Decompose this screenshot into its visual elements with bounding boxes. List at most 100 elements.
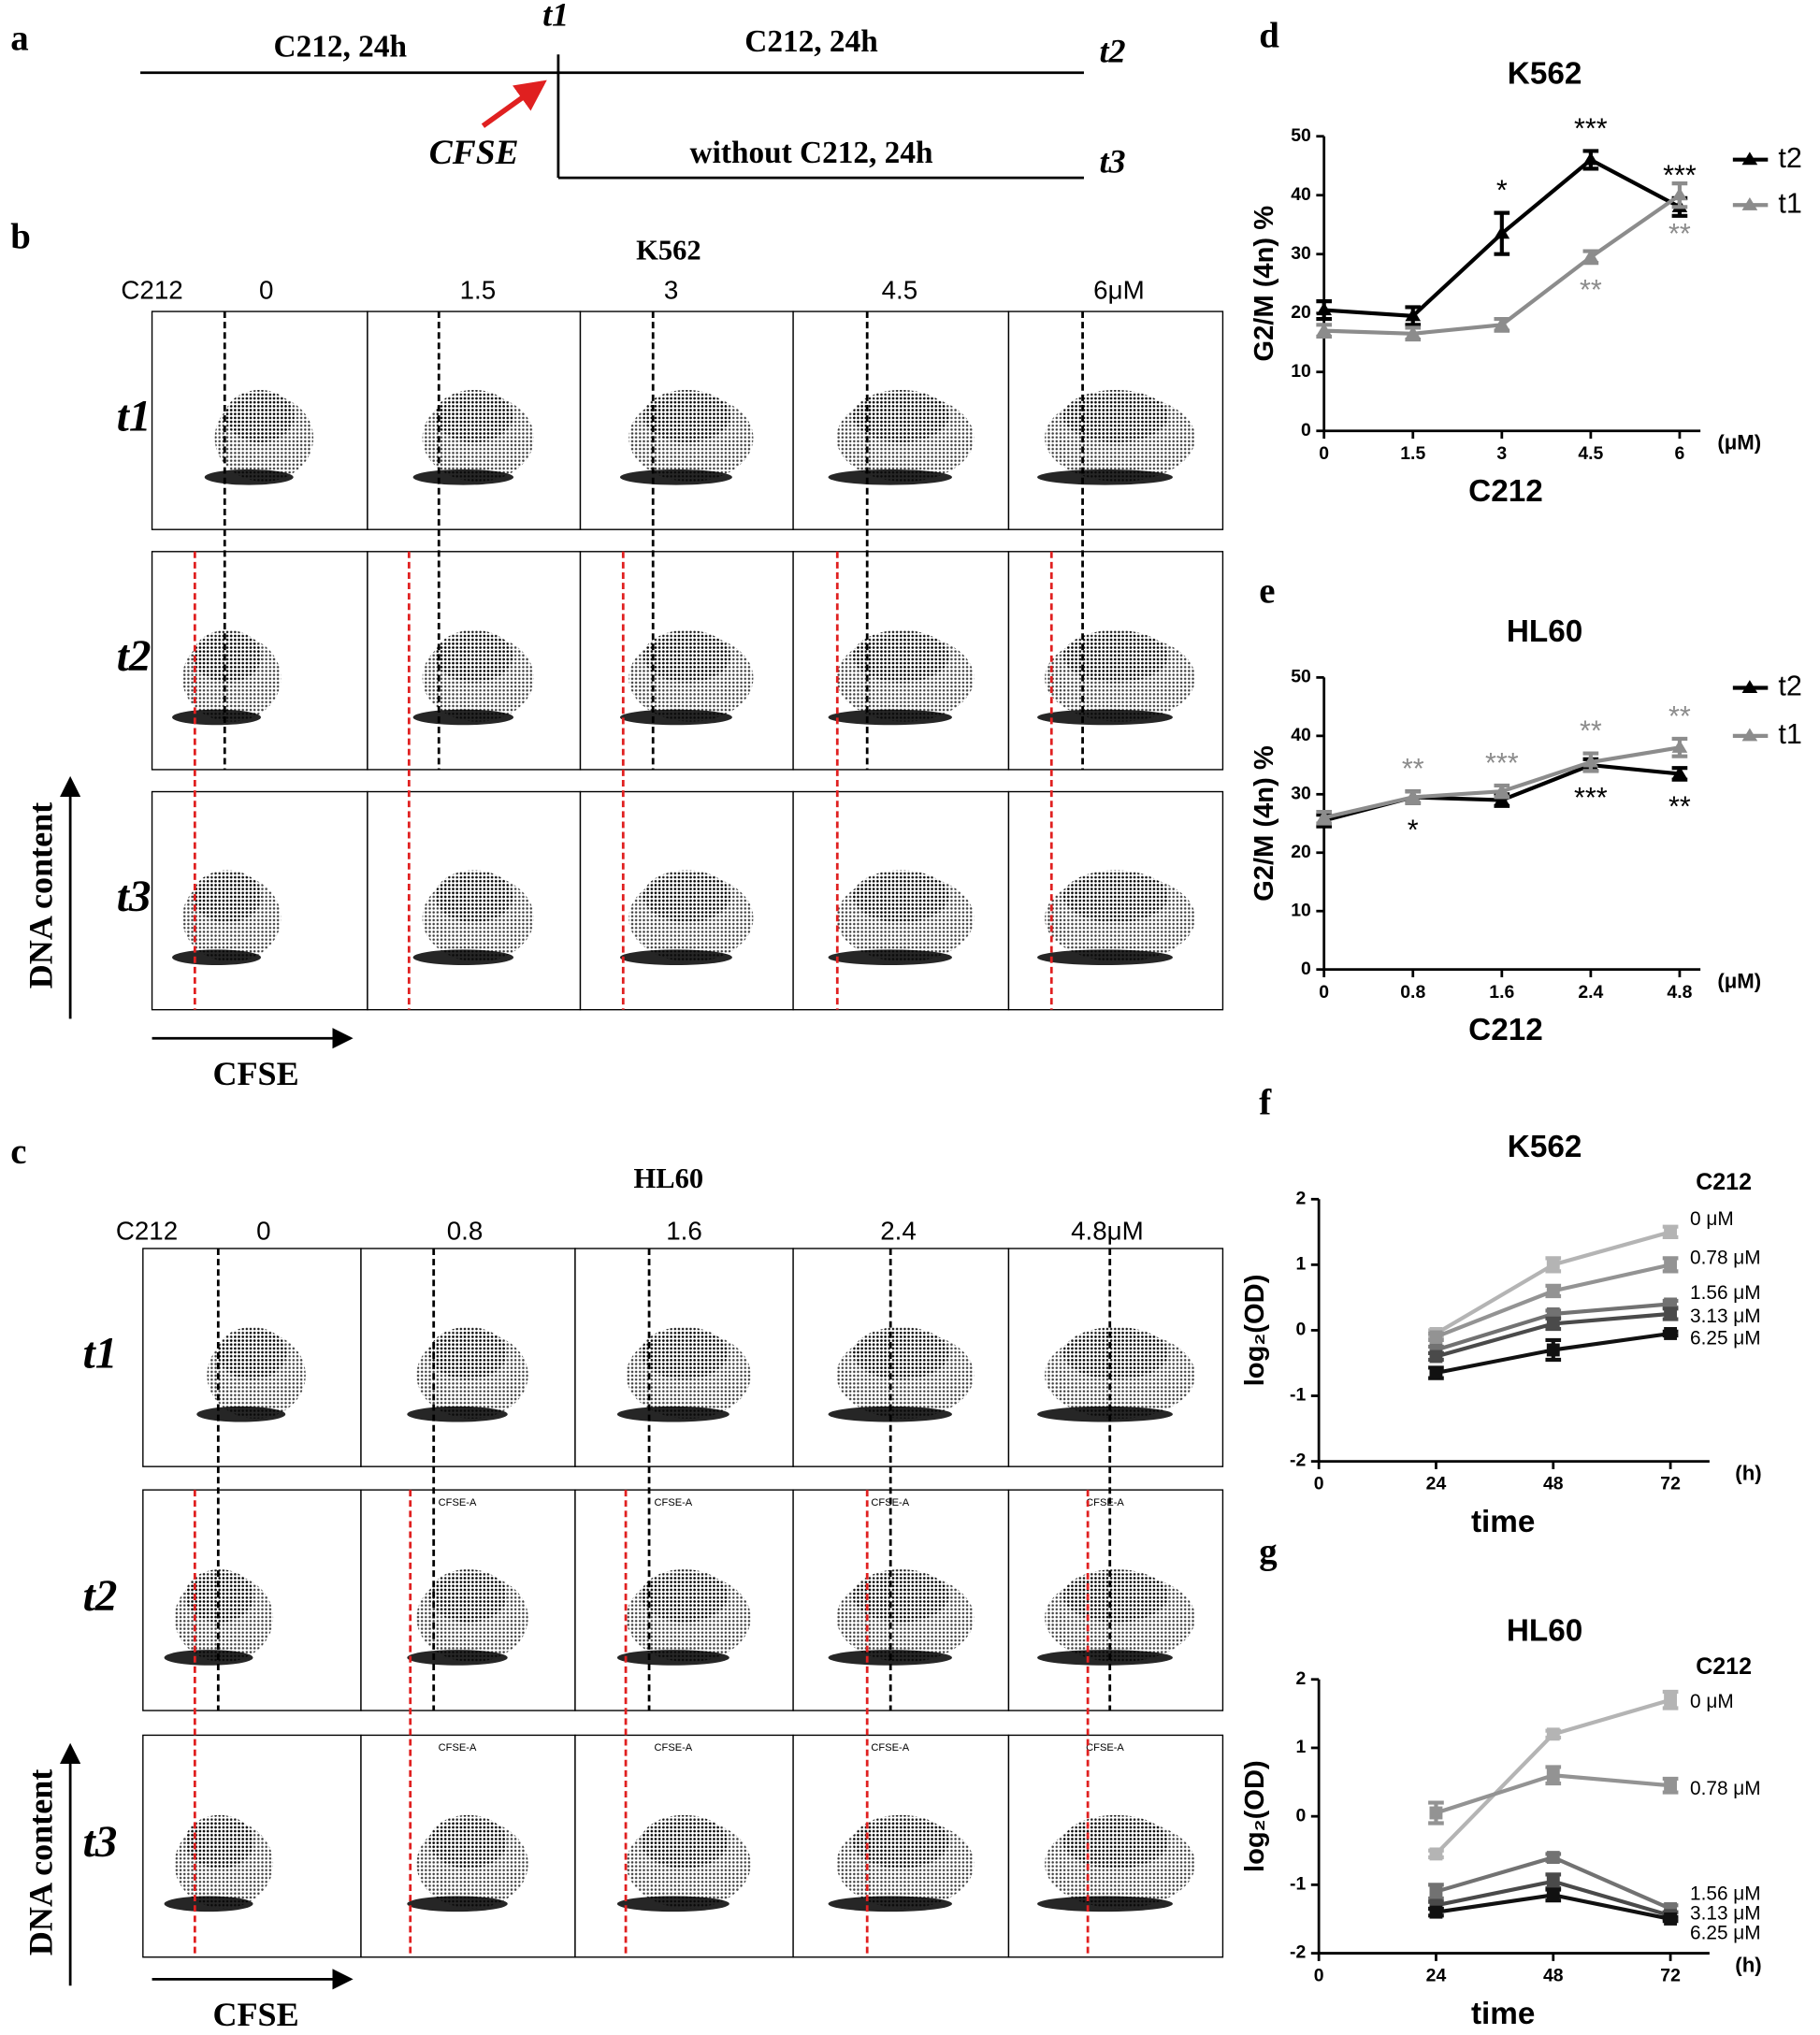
cell-band bbox=[1037, 469, 1173, 485]
y-axis-title: log₂(OD) bbox=[1240, 1760, 1270, 1872]
cell-band bbox=[616, 1896, 729, 1912]
axis-title: CFSE bbox=[212, 1996, 298, 2033]
point bbox=[1546, 1258, 1560, 1272]
point bbox=[1546, 1888, 1560, 1902]
panel-letter: d bbox=[1259, 16, 1279, 56]
y-tick-label: 40 bbox=[1291, 725, 1311, 745]
point bbox=[1316, 809, 1333, 823]
point bbox=[1546, 1874, 1560, 1888]
cell-cloud bbox=[852, 870, 949, 923]
row-label: t1 bbox=[83, 1329, 118, 1378]
cell-band bbox=[164, 1650, 253, 1666]
cell-cloud bbox=[428, 1814, 508, 1869]
x-tick-label: 1.5 bbox=[1400, 443, 1425, 464]
x-axis-title: time bbox=[1471, 1505, 1535, 1539]
cell-cloud bbox=[852, 1569, 949, 1623]
gate-label: CFSE-A bbox=[655, 1497, 693, 1508]
legend-title: C212 bbox=[1696, 1653, 1752, 1680]
cell-band bbox=[1037, 1650, 1173, 1666]
point bbox=[1429, 1366, 1443, 1379]
point bbox=[1741, 728, 1758, 742]
point bbox=[1664, 1693, 1678, 1707]
y-tick-label: 10 bbox=[1291, 361, 1311, 382]
x-unit: (μM) bbox=[1717, 430, 1761, 454]
x-unit: (h) bbox=[1735, 1953, 1761, 1976]
cell-cloud bbox=[1062, 870, 1169, 923]
panel-letter: g bbox=[1259, 1531, 1278, 1571]
point bbox=[1429, 1349, 1443, 1364]
cell-band bbox=[1037, 1406, 1173, 1422]
x-tick-label: 0 bbox=[1314, 1966, 1324, 1986]
cell-cloud bbox=[852, 1326, 949, 1379]
cell-band bbox=[172, 949, 261, 966]
cell-cloud bbox=[640, 1326, 729, 1379]
point bbox=[1741, 152, 1758, 166]
timepoint-label: t1 bbox=[542, 0, 569, 34]
cell-band bbox=[407, 1896, 508, 1912]
point bbox=[1671, 740, 1688, 753]
legend-label: t1 bbox=[1778, 187, 1801, 219]
x-tick-label: 48 bbox=[1543, 1474, 1564, 1494]
point bbox=[1429, 1905, 1443, 1919]
x-tick-label: 4.8 bbox=[1667, 982, 1692, 1003]
x-tick-label: 0 bbox=[1319, 443, 1329, 464]
point bbox=[1546, 1343, 1560, 1357]
y-tick-label: 20 bbox=[1291, 302, 1311, 323]
x-unit: (μM) bbox=[1717, 969, 1761, 992]
cell-band bbox=[616, 1406, 729, 1422]
row-label: t2 bbox=[83, 1572, 118, 1621]
significance: ** bbox=[1668, 218, 1691, 250]
point bbox=[1664, 1912, 1678, 1926]
y-tick-label: 0 bbox=[1301, 959, 1311, 979]
x-tick-label: 72 bbox=[1660, 1474, 1681, 1494]
point bbox=[1664, 1779, 1678, 1793]
chart-title: K562 bbox=[1508, 1130, 1582, 1164]
point bbox=[1664, 1258, 1678, 1272]
point bbox=[1546, 1727, 1560, 1741]
point bbox=[1546, 1317, 1560, 1331]
x-tick-label: 24 bbox=[1426, 1966, 1447, 1986]
point bbox=[1546, 1851, 1560, 1865]
drug-label: C212 bbox=[121, 276, 182, 305]
gate-label: CFSE-A bbox=[439, 1497, 477, 1508]
cell-cloud bbox=[643, 870, 730, 923]
line-chart: HL60 -2 -1 0 1 2 0 24 48 72 (h) time log₂(OD) 0 μM 0.7… bbox=[1240, 1614, 1761, 2031]
y-tick-label: -1 bbox=[1290, 1385, 1306, 1406]
point bbox=[1546, 1284, 1560, 1298]
cell-band bbox=[204, 469, 294, 485]
cell-cloud bbox=[1062, 1814, 1169, 1869]
cell-cloud bbox=[193, 870, 262, 923]
cell-band bbox=[619, 709, 732, 726]
cell-band bbox=[407, 1650, 508, 1666]
x-tick-label: 0 bbox=[1314, 1474, 1324, 1494]
x-tick-label: 72 bbox=[1660, 1966, 1681, 1986]
legend-label: t1 bbox=[1778, 718, 1801, 750]
y-tick-label: 20 bbox=[1291, 842, 1311, 862]
cell-band bbox=[616, 1650, 729, 1666]
treatment-label: C212, 24h bbox=[274, 29, 408, 64]
cell-cloud bbox=[640, 1569, 729, 1623]
cell-band bbox=[828, 1406, 952, 1422]
significance: *** bbox=[1485, 747, 1519, 779]
y-axis-title: G2/M (4n) % bbox=[1249, 206, 1279, 362]
point bbox=[1671, 766, 1688, 779]
x-tick-label: 0 bbox=[1319, 982, 1329, 1003]
y-tick-label: 30 bbox=[1291, 783, 1311, 803]
cell-cloud bbox=[852, 629, 949, 683]
row-label: t3 bbox=[117, 873, 152, 921]
y-tick-label: -1 bbox=[1290, 1873, 1306, 1894]
y-tick-label: 50 bbox=[1291, 667, 1311, 687]
point bbox=[1429, 1847, 1443, 1861]
y-tick-label: 1 bbox=[1295, 1737, 1306, 1757]
legend-label: 3.13 μM bbox=[1690, 1902, 1761, 1924]
x-tick-label: 3 bbox=[1496, 443, 1507, 464]
gate-label: CFSE-A bbox=[871, 1742, 909, 1754]
cell-band bbox=[407, 1406, 508, 1422]
cell-band bbox=[1037, 1896, 1173, 1912]
dose-label: 0 bbox=[259, 276, 273, 305]
line-chart: HL60 0 10 20 30 40 50 0 0.8 1.6 2.4 4.8 (μM) C212 G2/M… bbox=[1249, 614, 1802, 1047]
y-tick-label: 0 bbox=[1301, 420, 1311, 440]
dose-label: 2.4 bbox=[880, 1217, 917, 1246]
cell-cloud bbox=[193, 629, 262, 683]
